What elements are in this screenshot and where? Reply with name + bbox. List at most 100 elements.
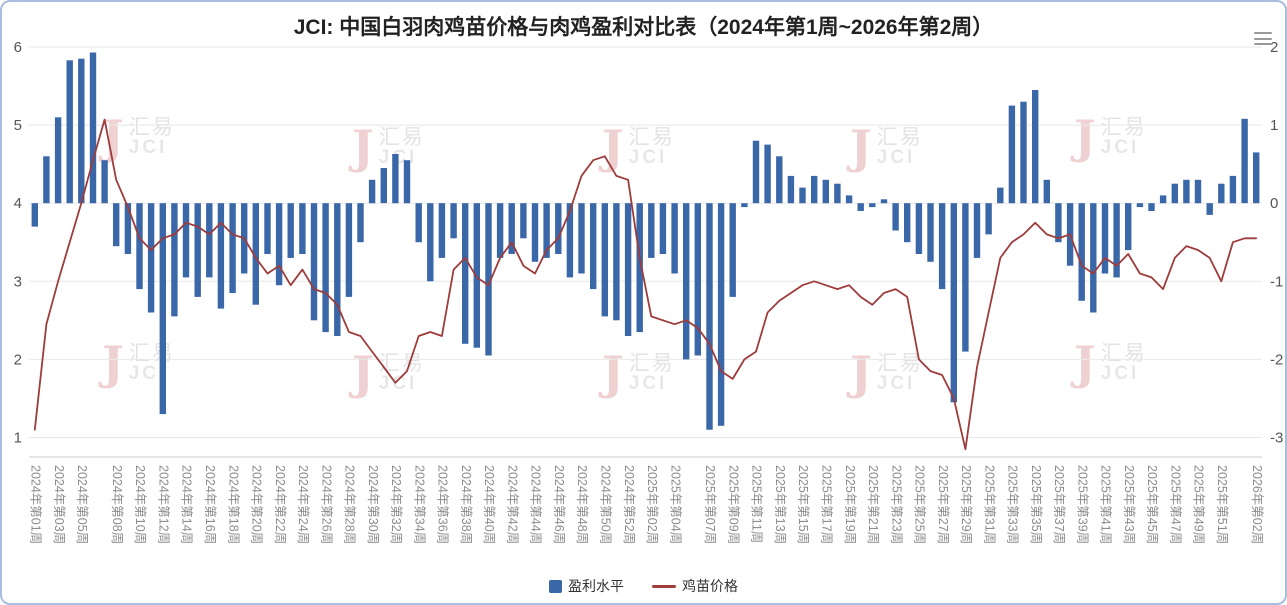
bar-swatch-icon — [549, 579, 562, 593]
legend-item-profit[interactable]: 盈利水平 — [549, 576, 624, 596]
profit-bar — [613, 203, 620, 321]
profit-bar — [938, 203, 946, 290]
profit-bar — [485, 203, 492, 356]
x-axis-tick-label: 2025年第02周 — [645, 465, 659, 544]
profit-bar — [787, 175, 795, 204]
profit-bar — [601, 203, 608, 317]
profit-bar — [706, 203, 713, 430]
profit-bar — [741, 203, 748, 208]
profit-bar — [427, 203, 434, 282]
profit-bar — [113, 203, 120, 247]
profit-bar — [206, 203, 213, 278]
x-axis-tick-label: 2025年第49周 — [1192, 465, 1206, 544]
profit-bar — [1055, 203, 1062, 243]
x-axis-tick-label: 2024年第18周 — [226, 465, 240, 544]
profit-bar — [1194, 179, 1202, 204]
profit-bar — [776, 156, 783, 204]
profit-bar — [694, 203, 701, 356]
profit-bar — [950, 203, 957, 403]
line-swatch-icon — [652, 584, 676, 588]
profit-bar — [380, 168, 387, 204]
profit-bar — [578, 203, 585, 274]
legend: 盈利水平 鸡苗价格 — [2, 576, 1285, 596]
x-axis-tick-label: 2025年第07周 — [703, 465, 717, 544]
profit-bar — [566, 203, 574, 278]
profit-bar — [811, 175, 818, 204]
profit-bar — [822, 179, 829, 204]
profit-bar — [648, 203, 655, 258]
profit-bar — [217, 203, 225, 309]
x-axis-tick-label: 2026年第02周 — [1250, 465, 1264, 544]
profit-bar — [368, 179, 376, 204]
profit-bar — [101, 160, 108, 204]
profit-bar — [403, 160, 411, 204]
x-axis-tick-label: 2024年第16周 — [203, 465, 217, 544]
profit-bar — [357, 203, 364, 243]
x-axis-tick-label: 2024年第24周 — [296, 465, 310, 544]
profit-bar — [392, 154, 399, 204]
profit-bar — [462, 203, 469, 344]
profit-bar — [1090, 203, 1097, 313]
profit-bar — [857, 203, 864, 211]
x-axis-tick-label: 2024年第44周 — [529, 465, 543, 544]
x-axis-tick-label: 2025年第43周 — [1122, 465, 1136, 544]
x-axis-tick-label: 2025年第35周 — [1029, 465, 1043, 544]
x-axis-tick-label: 2025年第41周 — [1099, 465, 1113, 544]
x-axis-tick-label: 2024年第01周 — [29, 465, 43, 544]
profit-bar — [1159, 195, 1167, 204]
profit-bar — [252, 203, 259, 305]
x-axis-tick-label: 2025年第47周 — [1169, 465, 1183, 544]
x-axis-tick-label: 2024年第30周 — [366, 465, 380, 544]
profit-bar — [1078, 203, 1085, 301]
right-axis-tick-label: -1 — [1270, 273, 1283, 290]
x-axis-tick-label: 2024年第26周 — [319, 465, 333, 544]
legend-item-price[interactable]: 鸡苗价格 — [652, 576, 738, 596]
x-axis-tick-label: 2024年第42周 — [505, 465, 519, 544]
profit-bar — [1241, 118, 1248, 204]
x-axis-tick-label: 2025年第23周 — [889, 465, 903, 544]
profit-bar — [322, 203, 329, 333]
chart-title: JCI: 中国白羽肉鸡苗价格与肉鸡盈利对比表（2024年第1周~2026年第2周… — [293, 16, 994, 39]
hamburger-menu-icon[interactable] — [1254, 32, 1272, 45]
left-axis-tick-label: 5 — [14, 117, 22, 134]
right-axis-tick-label: 2 — [1270, 39, 1278, 56]
x-axis-tick-label: 2024年第08周 — [110, 465, 124, 544]
profit-bar — [310, 203, 318, 321]
legend-label-price: 鸡苗价格 — [682, 578, 738, 594]
profit-bar — [182, 203, 190, 278]
profit-bar — [136, 203, 143, 290]
profit-bar — [54, 117, 62, 204]
profit-bar — [729, 203, 736, 297]
profit-bar — [345, 203, 353, 297]
x-axis-tick-label: 2024年第03周 — [52, 465, 66, 544]
profit-bar — [1032, 90, 1039, 204]
right-axis-tick-label: -3 — [1270, 430, 1283, 447]
left-axis-tick-label: 1 — [14, 430, 22, 447]
profit-bar — [496, 203, 504, 258]
profit-bar — [636, 203, 643, 333]
x-axis-tick-label: 2024年第50周 — [599, 465, 613, 544]
left-axis-tick-label: 6 — [14, 39, 22, 56]
profit-bar — [880, 199, 888, 204]
profit-bar — [543, 203, 550, 258]
profit-bar — [78, 58, 85, 204]
right-axis-tick-label: 0 — [1270, 195, 1278, 212]
x-axis-tick-label: 2025年第09周 — [726, 465, 740, 544]
profit-bar — [764, 144, 771, 204]
x-axis-tick-label: 2025年第27周 — [936, 465, 950, 544]
profit-bar — [531, 203, 539, 262]
x-axis-tick-label: 2025年第33周 — [1006, 465, 1020, 544]
x-axis-tick-label: 2024年第52周 — [622, 465, 636, 544]
x-axis-tick-label: 2025年第37周 — [1052, 465, 1066, 544]
x-axis-tick-label: 2024年第48周 — [575, 465, 589, 544]
left-axis-tick-label: 4 — [14, 195, 22, 212]
x-axis-tick-label: 2024年第36周 — [436, 465, 450, 544]
x-axis-tick-label: 2025年第04周 — [668, 465, 682, 544]
profit-bar — [147, 203, 155, 313]
